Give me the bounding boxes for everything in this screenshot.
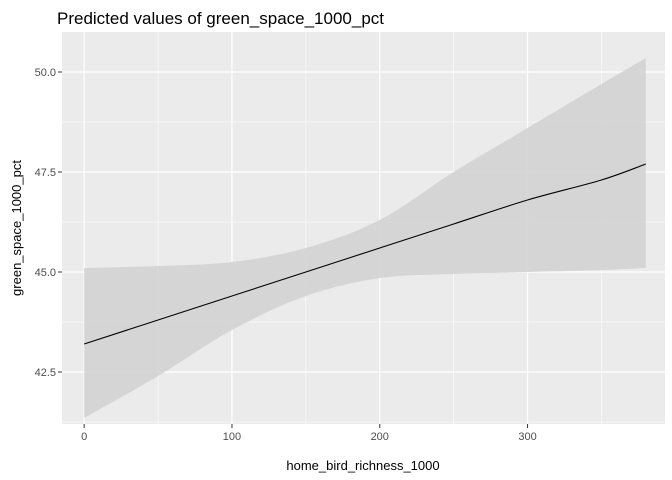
y-tick-label: 45.0 xyxy=(35,267,56,279)
x-axis: 0 100 200 300 xyxy=(81,424,537,443)
y-axis: 42.5 45.0 47.5 50.0 xyxy=(35,67,62,379)
prediction-line xyxy=(83,163,646,345)
y-tick-label: 47.5 xyxy=(35,167,56,179)
y-axis-title: green_space_1000_pct xyxy=(9,160,24,296)
x-tick-label: 100 xyxy=(223,431,241,443)
x-tick-label: 0 xyxy=(81,431,87,443)
x-tick-label: 300 xyxy=(518,431,536,443)
y-tick-label: 50.0 xyxy=(35,67,56,79)
x-tick-label: 200 xyxy=(371,431,389,443)
x-axis-title: home_bird_richness_1000 xyxy=(286,458,439,473)
chart-title: Predicted values of green_space_1000_pct xyxy=(57,9,384,28)
y-tick-label: 42.5 xyxy=(35,367,56,379)
confidence-ribbon xyxy=(84,58,646,418)
